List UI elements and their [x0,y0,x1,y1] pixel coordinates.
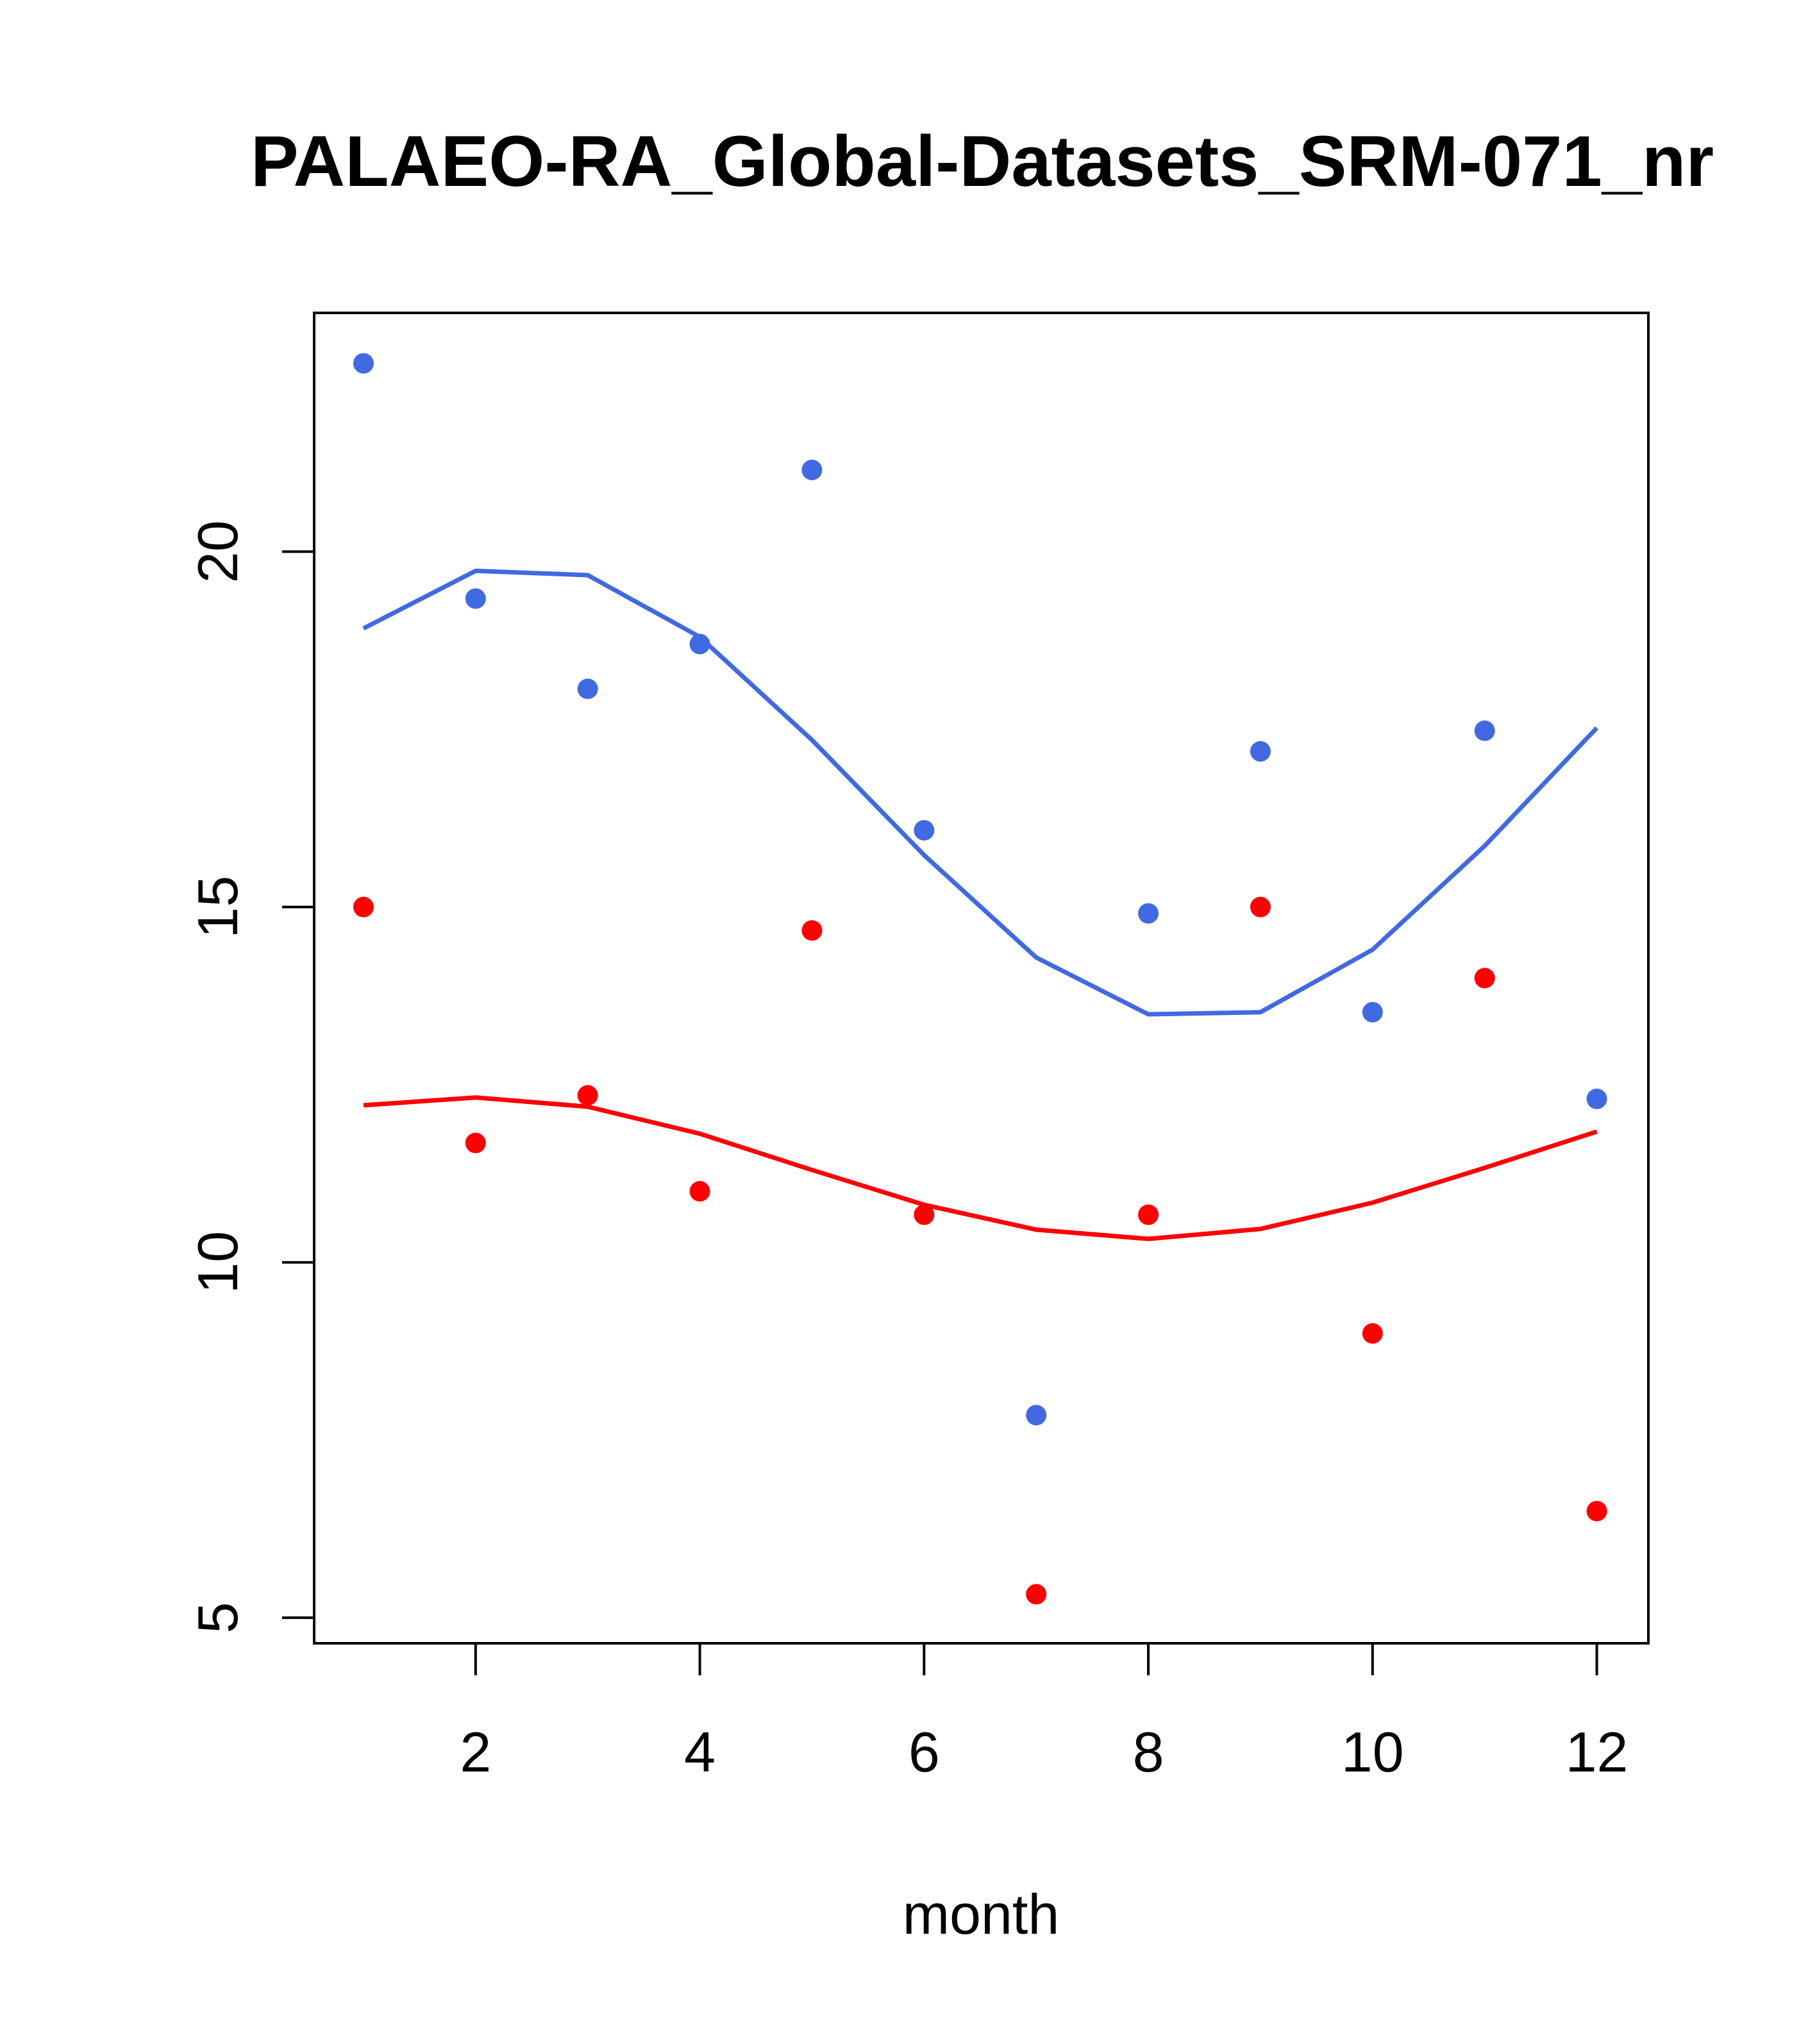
plot-frame [313,312,1650,1645]
data-point [353,353,374,374]
x-tick-label: 12 [1566,1720,1629,1784]
data-point [689,1181,710,1202]
series-line [362,568,1599,1017]
x-tick-label: 2 [460,1720,491,1784]
data-point [465,1132,486,1153]
y-tick-label: 15 [186,876,249,939]
data-point [577,1085,598,1106]
data-point [1026,1405,1047,1426]
data-point [1138,1204,1159,1225]
x-tick-label: 6 [908,1720,940,1784]
data-point [1362,1323,1383,1344]
data-point [1586,1500,1607,1521]
data-point [1474,968,1495,989]
y-tick-label: 5 [186,1602,249,1634]
data-point [1250,896,1271,917]
y-tick-label: 10 [186,1231,249,1294]
data-point [801,459,823,480]
data-point [1250,741,1271,762]
x-axis-label: month [903,1882,1060,1946]
data-point [353,896,374,917]
x-tick-label: 8 [1133,1720,1164,1784]
data-point [1362,1001,1383,1023]
data-point [914,1204,935,1225]
data-point [577,678,598,699]
x-tick-label: 4 [684,1720,716,1784]
data-point [1138,903,1159,924]
data-point [1474,720,1495,741]
data-point [1586,1088,1607,1109]
y-tick-label: 20 [186,520,249,583]
data-point [465,588,486,609]
data-point [914,819,935,841]
chart-title: PALAEO-RA_Global-Datasets_SRM-071_nr [251,121,1714,201]
data-point [801,920,823,941]
data-point [1026,1584,1047,1605]
series-line [363,1095,1598,1241]
x-tick-label: 10 [1341,1720,1404,1784]
